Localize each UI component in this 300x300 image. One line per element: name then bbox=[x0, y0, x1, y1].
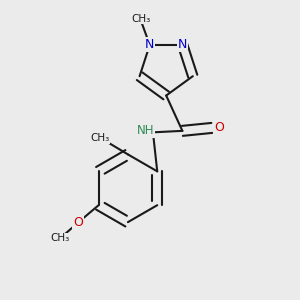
Text: N: N bbox=[178, 38, 187, 51]
Text: CH₃: CH₃ bbox=[51, 233, 70, 244]
Text: O: O bbox=[214, 122, 224, 134]
Text: N: N bbox=[145, 38, 154, 51]
Text: NH: NH bbox=[137, 124, 154, 137]
Text: CH₃: CH₃ bbox=[131, 14, 150, 24]
Text: CH₃: CH₃ bbox=[90, 133, 110, 143]
Text: O: O bbox=[73, 216, 83, 230]
